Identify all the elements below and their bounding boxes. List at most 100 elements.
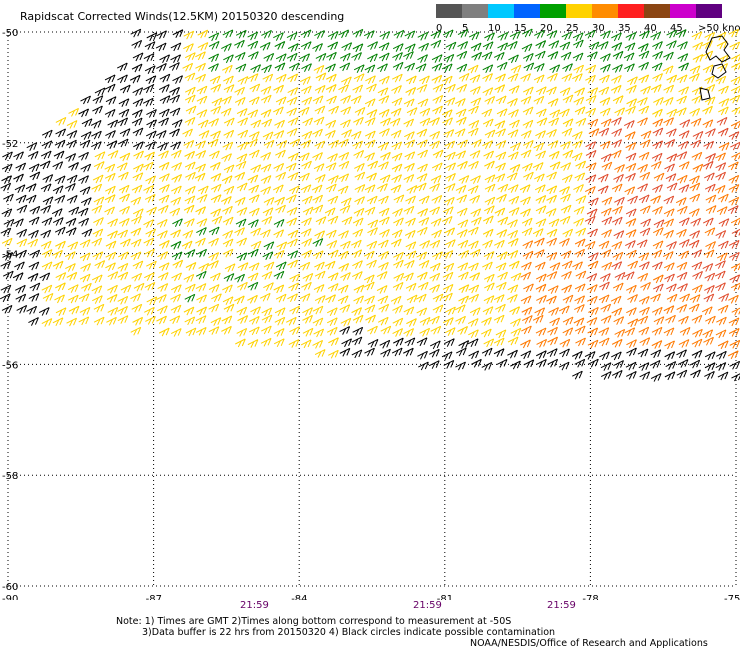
wind-barb: [470, 86, 481, 95]
wind-barb: [640, 85, 651, 95]
wind-barb: [611, 74, 622, 84]
wind-barb: [730, 76, 740, 85]
wind-barb: [65, 263, 76, 272]
wind-barb: [638, 194, 650, 204]
wind-barb: [275, 149, 286, 159]
wind-barb: [184, 52, 196, 61]
wind-barb: [90, 119, 102, 129]
wind-barb: [429, 140, 440, 150]
wind-barb: [354, 184, 366, 193]
wind-barb: [391, 174, 403, 183]
wind-barb: [691, 349, 703, 359]
wind-barb: [197, 42, 209, 51]
wind-barb: [352, 260, 363, 269]
wind-barb: [185, 105, 197, 115]
wind-barb: [625, 152, 637, 162]
wind-barb: [184, 283, 196, 293]
wind-barb: [65, 153, 77, 162]
wind-barb: [704, 272, 716, 282]
wind-barb: [237, 141, 248, 151]
wind-barb: [182, 128, 193, 138]
wind-barb: [78, 108, 90, 118]
wind-barb: [55, 116, 67, 126]
wind-barb: [585, 95, 597, 104]
wind-barb: [130, 238, 142, 248]
wind-barb: [494, 239, 505, 249]
wind-barb: [1, 175, 12, 184]
wind-barb: [340, 317, 352, 327]
wind-barb: [80, 131, 92, 140]
wind-barb: [716, 116, 728, 126]
wind-barb: [78, 316, 90, 326]
wind-barb: [717, 304, 729, 314]
wind-barb: [314, 105, 326, 115]
wind-barb: [378, 251, 389, 260]
wind-barb: [445, 172, 456, 182]
wind-barb: [495, 151, 507, 161]
wind-barb: [208, 237, 219, 247]
wind-barb: [328, 139, 339, 149]
wind-barb: [301, 63, 312, 72]
wind-barb: [250, 240, 262, 250]
land-outline: [699, 35, 731, 101]
wind-barb: [301, 130, 313, 140]
wind-barb: [535, 40, 547, 49]
wind-barb: [703, 336, 714, 346]
wind-barb: [286, 194, 297, 204]
wind-barb: [352, 314, 364, 324]
wind-barb: [94, 87, 106, 97]
wind-barb: [623, 52, 635, 62]
wind-barb: [170, 229, 181, 239]
wind-barb: [130, 28, 142, 38]
wind-barb: [118, 98, 130, 107]
wind-barb: [507, 129, 519, 138]
wind-barb: [586, 295, 598, 305]
wind-barb: [208, 63, 219, 72]
wind-barb: [300, 184, 312, 194]
wind-barb: [482, 118, 494, 128]
wind-barb: [274, 62, 286, 72]
wind-barb: [55, 240, 66, 250]
wind-barb: [666, 40, 677, 49]
wind-barb: [350, 95, 362, 105]
wind-barb: [497, 31, 509, 41]
wind-barb: [497, 271, 508, 281]
wind-barb: [496, 229, 508, 238]
wind-barb: [117, 229, 129, 239]
wind-barb: [326, 73, 337, 83]
wind-barb: [716, 206, 728, 215]
wind-barb: [367, 160, 379, 170]
wind-barb: [640, 218, 652, 228]
wind-barb: [692, 130, 704, 140]
wind-barb: [286, 217, 298, 227]
wind-barb: [455, 361, 466, 371]
wind-barb: [575, 117, 587, 127]
wind-barb: [601, 216, 613, 226]
wind-barb: [431, 62, 443, 72]
wind-barb: [611, 128, 623, 137]
wind-barb: [314, 30, 325, 39]
wind-barb: [419, 317, 431, 326]
wind-barb: [484, 196, 496, 206]
wind-barb: [678, 339, 690, 348]
wind-barb: [586, 317, 598, 326]
wind-barb: [119, 205, 130, 215]
wind-barb: [403, 205, 415, 215]
wind-barb: [572, 261, 583, 270]
wind-barb: [65, 227, 77, 236]
wind-barb: [417, 139, 428, 148]
wind-barb: [653, 96, 664, 106]
wind-barb: [637, 43, 649, 52]
wind-barb: [364, 206, 376, 216]
wind-barb: [729, 251, 740, 261]
wind-barb: [508, 195, 520, 205]
wind-barb: [353, 64, 365, 73]
wind-barb: [704, 183, 716, 193]
wind-barb: [181, 240, 193, 250]
wind-barb: [352, 140, 363, 150]
wind-barb: [221, 43, 232, 52]
wind-barb: [404, 162, 415, 172]
wind-barb: [639, 171, 651, 181]
y-tick-label: -60: [2, 582, 18, 593]
wind-barb: [653, 219, 665, 229]
